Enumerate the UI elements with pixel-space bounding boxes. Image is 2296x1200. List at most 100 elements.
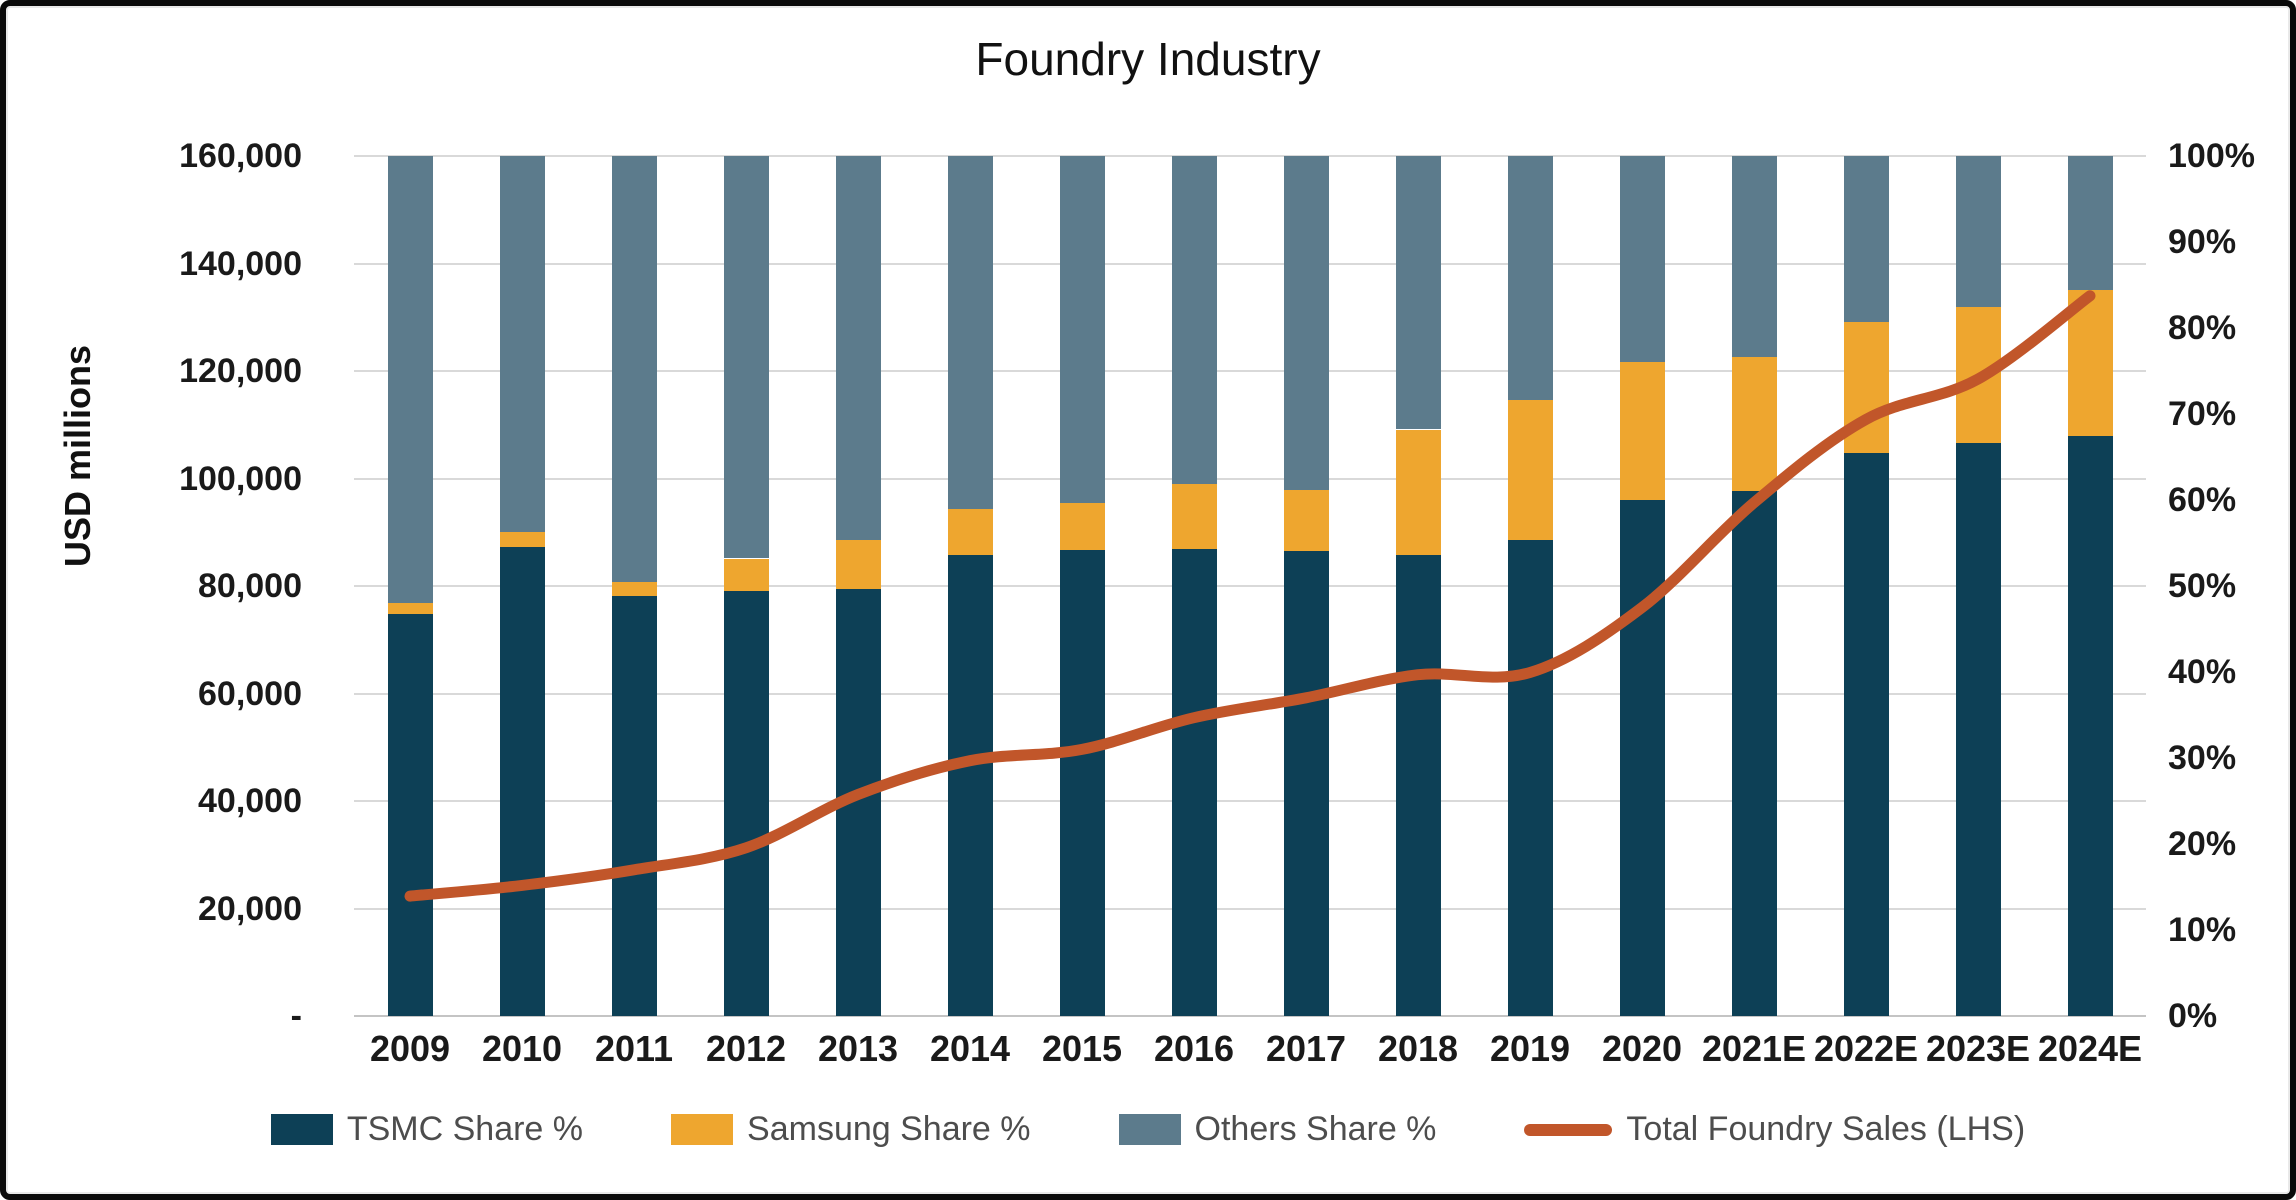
segment-others-share	[1395, 156, 1441, 430]
x-axis-line	[354, 1015, 2146, 1017]
left-axis-tick: -	[290, 997, 302, 1035]
year-label-2024E: 2024E	[2037, 1028, 2143, 1069]
bar-2013	[835, 156, 881, 1016]
segment-tsmc-share	[1283, 550, 1329, 1016]
right-axis-tick: 60%	[2168, 481, 2237, 519]
bar-2024E	[2067, 156, 2113, 1016]
right-axis-tick: 30%	[2168, 739, 2237, 777]
segment-samsung-share	[1395, 429, 1441, 556]
left-axis-tick: 120,000	[179, 352, 302, 390]
segment-samsung-share	[1507, 400, 1553, 540]
segment-tsmc-share	[723, 591, 769, 1016]
left-axis-tick: 60,000	[198, 674, 302, 713]
gridline	[354, 585, 2146, 587]
segment-samsung-share	[499, 531, 545, 548]
segment-tsmc-share	[1507, 539, 1553, 1016]
segment-samsung-share	[1731, 357, 1777, 491]
year-label-2012: 2012	[705, 1028, 787, 1069]
legend-color-swatch	[671, 1114, 734, 1145]
x-axis-category-labels: 2009 2010 2011 2012 2013 2014 2015 2016 2017 2018…	[354, 1028, 2146, 1078]
segment-tsmc-share	[499, 547, 545, 1016]
segment-samsung-share	[723, 558, 769, 592]
bar-2009	[387, 156, 433, 1016]
gridline	[354, 155, 2146, 157]
year-label-2014: 2014	[929, 1028, 1011, 1069]
legend-item-total-foundry-sales-lhs: Total Foundry Sales (LHS)	[1524, 1110, 2025, 1149]
year-label-2010: 2010	[481, 1028, 563, 1069]
segment-tsmc-share	[947, 555, 993, 1016]
gridline	[354, 800, 2146, 802]
segment-others-share	[499, 156, 545, 532]
segment-tsmc-share	[1731, 490, 1777, 1016]
year-label-2013: 2013	[817, 1028, 899, 1069]
segment-others-share	[835, 156, 881, 540]
year-label-2015: 2015	[1041, 1028, 1123, 1069]
left-axis-tick: 40,000	[198, 782, 302, 820]
right-axis-tick-labels: 0% 10% 20% 30% 40% 50% 60% 70% 80% 90% 100%	[2168, 139, 2288, 1033]
year-label-2019: 2019	[1489, 1028, 1571, 1069]
bar-2010	[499, 156, 545, 1016]
right-axis-tick: 100%	[2168, 137, 2255, 175]
total-foundry-sales-line	[404, 290, 2096, 902]
gridline	[354, 477, 2146, 480]
gridline	[354, 692, 2146, 695]
sales-line-path	[404, 290, 2096, 902]
bar-2021E	[1731, 156, 1777, 1016]
legend-line-swatch	[1524, 1123, 1613, 1136]
bar-2020	[1619, 156, 1665, 1016]
segment-others-share	[1059, 156, 1105, 504]
legend-label: Total Foundry Sales (LHS)	[1626, 1110, 2026, 1148]
left-axis-tick: 80,000	[198, 567, 302, 605]
segment-samsung-share	[387, 603, 433, 615]
right-axis-tick: 50%	[2168, 567, 2237, 605]
gridline	[354, 370, 2146, 372]
left-axis-tick-labels: - 20,000 40,000 60,000 80,000 100,000 120,000 1…	[52, 139, 302, 1033]
segment-others-share	[947, 156, 993, 510]
segment-others-share	[1507, 156, 1553, 401]
right-axis-tick: 90%	[2168, 223, 2237, 261]
year-label-2022E: 2022E	[1813, 1028, 1919, 1069]
legend-item-samsung-share: Samsung Share %	[671, 1110, 1031, 1149]
right-axis-tick: 0%	[2168, 997, 2218, 1035]
legend-item-tsmc-share: TSMC Share %	[270, 1110, 583, 1149]
segment-tsmc-share	[1171, 549, 1217, 1016]
year-label-2020: 2020	[1601, 1028, 1683, 1069]
legend-item-others-share: Others Share %	[1118, 1110, 1437, 1149]
segment-others-share	[1171, 156, 1217, 484]
legend: TSMC Share % Samsung Share % Others Share …	[6, 1110, 2290, 1149]
chart-title: Foundry Industry	[975, 33, 1321, 85]
segment-tsmc-share	[1619, 500, 1665, 1016]
bar-2017	[1283, 156, 1329, 1016]
segment-samsung-share	[947, 509, 993, 556]
legend-label: Others Share %	[1194, 1110, 1437, 1148]
segment-tsmc-share	[2067, 436, 2113, 1016]
segment-tsmc-share	[611, 596, 657, 1016]
bar-2016	[1171, 156, 1217, 1016]
right-axis-tick: 10%	[2168, 911, 2237, 949]
segment-samsung-share	[611, 581, 657, 597]
segment-samsung-share	[1059, 503, 1105, 550]
year-label-2017: 2017	[1265, 1028, 1347, 1069]
year-label-2009: 2009	[369, 1028, 451, 1069]
segment-others-share	[723, 156, 769, 559]
year-label-2011: 2011	[594, 1028, 674, 1069]
right-axis-tick: 20%	[2168, 825, 2237, 863]
segment-others-share	[1731, 156, 1777, 358]
segment-samsung-share	[1171, 483, 1217, 550]
segment-others-share	[1283, 156, 1329, 490]
segment-tsmc-share	[1059, 549, 1105, 1016]
segment-tsmc-share	[1395, 555, 1441, 1016]
bar-2018	[1395, 156, 1441, 1016]
year-label-2016: 2016	[1153, 1028, 1235, 1069]
segment-tsmc-share	[387, 614, 433, 1016]
right-axis-tick: 40%	[2168, 653, 2237, 691]
left-axis-tick: 160,000	[179, 137, 302, 175]
right-axis-tick: 80%	[2168, 309, 2237, 347]
segment-samsung-share	[835, 539, 881, 589]
left-axis-tick: 100,000	[179, 459, 302, 498]
bar-2012	[723, 156, 769, 1016]
year-label-2021E: 2021E	[1701, 1028, 1807, 1069]
segment-samsung-share	[1619, 362, 1665, 500]
right-axis-tick: 70%	[2168, 395, 2237, 433]
segment-others-share	[1955, 156, 2001, 308]
